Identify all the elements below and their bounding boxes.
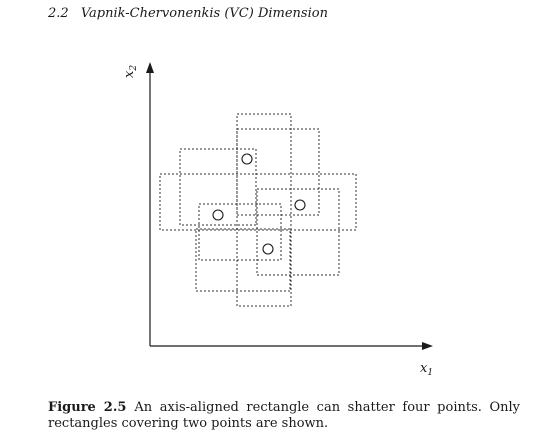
figure-number: Figure 2.5 [48,400,127,415]
y-axis-arrowhead [146,62,154,73]
caption-text: An axis-aligned rectangle can shatter fo… [48,400,520,431]
dashed-rectangle-3 [179,148,257,226]
figure-2-5-diagram: x1 x2 [122,62,433,378]
points-group [212,153,306,255]
dashed-rectangle-4 [236,128,320,216]
x-axis-label: x1 [420,361,433,378]
x-axis-arrowhead [422,342,433,350]
figure-caption: Figure 2.5 An axis-aligned rectangle can … [48,400,520,432]
section-title: Vapnik-Chervonenkis (VC) Dimension [80,6,328,21]
y-axis-label: x2 [122,65,139,78]
dashed-rectangle-7 [195,228,291,292]
dashed-rectangle-6 [256,188,340,276]
point-2 [294,199,306,211]
dashed-rectangle-2 [159,173,357,231]
dashed-rectangle-1 [236,113,292,307]
point-4 [262,243,274,255]
rectangles-group [159,113,357,307]
running-header: 2.2 Vapnik-Chervonenkis (VC) Dimension [48,6,328,21]
dashed-rectangle-5 [198,203,282,261]
section-number: 2.2 [48,6,69,21]
point-1 [241,153,253,165]
point-3 [212,209,224,221]
